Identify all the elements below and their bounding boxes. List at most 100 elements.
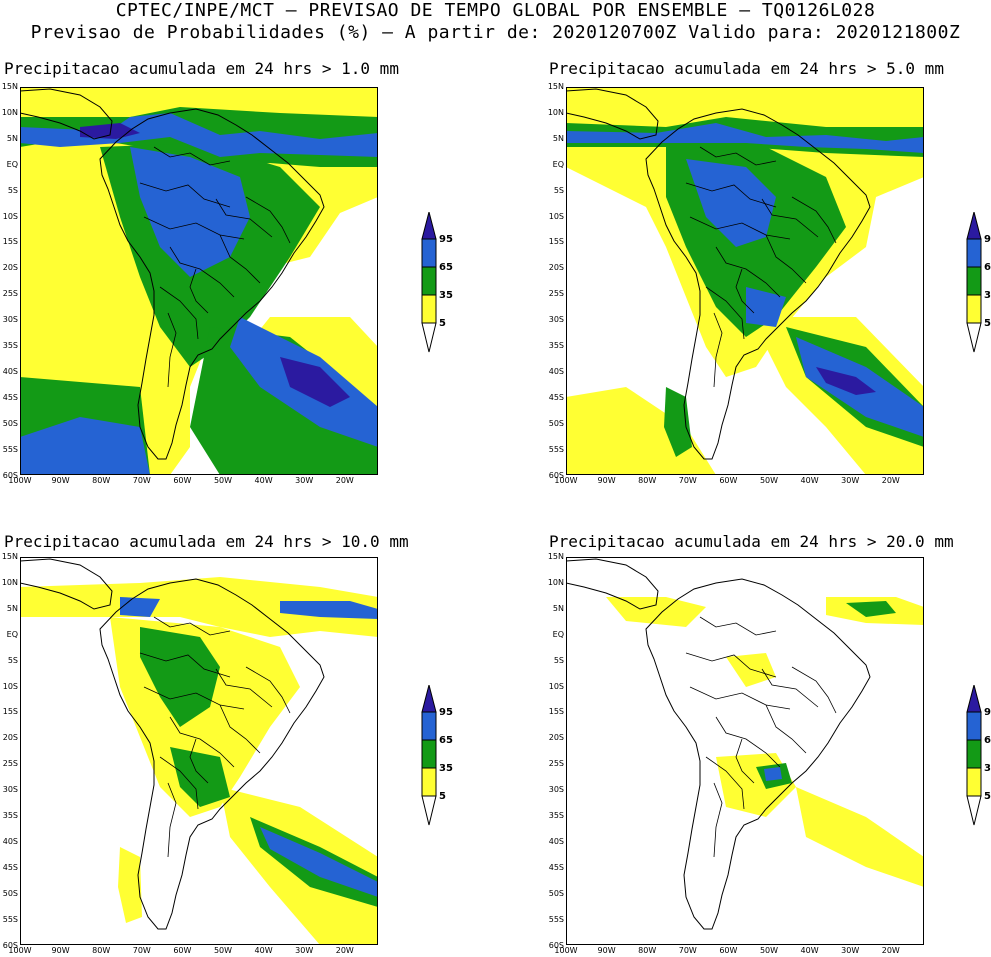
legend-label: 65	[439, 262, 453, 273]
coastline	[566, 558, 871, 930]
lat-label: 35S	[548, 811, 564, 820]
legend-65-95	[421, 711, 437, 741]
lon-label: 80W	[638, 946, 657, 955]
lat-label: 15S	[548, 237, 564, 247]
lat-label: 5S	[553, 655, 564, 665]
lat-label: 55S	[2, 444, 18, 454]
lon-label: 60W	[173, 946, 192, 955]
legend-label: 5	[984, 318, 991, 329]
lat-label: 60S	[548, 470, 564, 480]
lon-label: 70W	[678, 476, 697, 485]
lon-label: 30W	[295, 946, 314, 955]
legend-label: 65	[984, 262, 991, 273]
coastline	[20, 88, 325, 460]
lat-label: 10N	[547, 577, 564, 587]
lat-label: 60S	[548, 940, 564, 950]
lon-label: 70W	[132, 946, 151, 955]
lat-label: 60S	[2, 940, 18, 950]
lat-label: 50S	[2, 888, 18, 898]
legend-35-65	[421, 266, 437, 296]
lat-label: 40S	[548, 366, 564, 376]
lon-label: 30W	[841, 946, 860, 955]
header-title: CPTEC/INPE/MCT – PREVISAO DE TEMPO GLOBA…	[115, 0, 876, 21]
lat-label: 20S	[2, 733, 18, 743]
lat-label: 20S	[548, 263, 564, 273]
lon-label: 100W	[554, 476, 578, 485]
legend-35-65	[966, 266, 982, 296]
legend-95-plus	[966, 212, 982, 240]
lon-label: 20W	[335, 946, 354, 955]
lon-label: 90W	[597, 946, 616, 955]
lat-label: 30S	[548, 315, 564, 325]
legend-5-35	[421, 294, 437, 324]
lat-label: EQ	[6, 629, 18, 639]
legend-65-95	[966, 711, 982, 741]
lon-label: 40W	[800, 946, 819, 955]
lat-label: 10N	[1, 107, 18, 117]
legend-label: 95	[984, 234, 991, 245]
lat-label: 60S	[2, 470, 18, 480]
legend-5-35	[966, 294, 982, 324]
legend-label: 95	[439, 707, 453, 718]
legend-label: 5	[984, 791, 991, 802]
probability-map-3	[20, 557, 378, 945]
lon-label: 100W	[8, 476, 32, 485]
legend-label: 5	[439, 318, 446, 329]
legend-95-plus	[421, 685, 437, 713]
lat-label: 35S	[548, 341, 564, 350]
lon-label: 90W	[51, 476, 70, 485]
legend-5-35	[966, 767, 982, 797]
lat-label: 30S	[2, 315, 18, 325]
lat-label: EQ	[552, 159, 564, 169]
lat-label: 15S	[2, 707, 18, 717]
lon-label: 70W	[678, 946, 697, 955]
legend-label: 35	[439, 290, 453, 301]
lat-label: 25S	[2, 289, 18, 299]
lat-label: 5N	[552, 603, 564, 613]
panel-title-3: Precipitacao acumulada em 24 hrs > 10.0 …	[4, 532, 409, 551]
lat-label: 55S	[548, 914, 564, 924]
legend-label: 95	[439, 234, 453, 245]
legend-label: 35	[984, 763, 991, 774]
lon-label: 90W	[51, 946, 70, 955]
lon-label: 80W	[92, 946, 111, 955]
legend-label: 65	[439, 735, 453, 746]
legend-below-5	[966, 795, 982, 826]
legend-65-95	[966, 238, 982, 268]
lon-label: 50W	[759, 946, 779, 955]
lat-label: 10S	[2, 681, 18, 691]
lat-label: 10S	[548, 681, 564, 691]
lat-label: 15S	[2, 237, 18, 247]
lat-label: 5N	[6, 603, 18, 613]
legend-below-5	[421, 795, 437, 826]
lat-label: 20S	[548, 733, 564, 743]
lat-label: 5N	[552, 133, 564, 143]
legend-35-65	[421, 739, 437, 769]
lat-label: 50S	[2, 418, 18, 428]
lat-label: 35S	[2, 811, 18, 820]
lat-label: 5S	[553, 185, 564, 195]
lat-label: 15N	[1, 82, 18, 91]
coastline	[20, 558, 325, 930]
lon-label: 60W	[719, 946, 738, 955]
probability-map-4	[566, 557, 924, 945]
legend-label: 35	[984, 290, 991, 301]
legend-label: 5	[439, 791, 446, 802]
lat-label: 10S	[2, 211, 18, 221]
lat-label: 30S	[548, 785, 564, 795]
lat-label: 15N	[1, 552, 18, 561]
lon-label: 50W	[759, 476, 779, 485]
legend-colorbar	[966, 685, 982, 826]
lat-label: 25S	[2, 759, 18, 769]
lat-label: 15N	[547, 82, 564, 91]
panel-title-2: Precipitacao acumulada em 24 hrs > 5.0 m…	[549, 59, 944, 78]
legend-below-5	[966, 322, 982, 353]
lat-label: 20S	[2, 263, 18, 273]
lat-label: EQ	[552, 629, 564, 639]
lon-label: 80W	[638, 476, 657, 485]
lon-label: 70W	[132, 476, 151, 485]
lon-label: 100W	[554, 946, 578, 955]
lon-label: 20W	[881, 946, 900, 955]
legend-colorbar	[421, 685, 437, 826]
legend-5-35	[421, 767, 437, 797]
